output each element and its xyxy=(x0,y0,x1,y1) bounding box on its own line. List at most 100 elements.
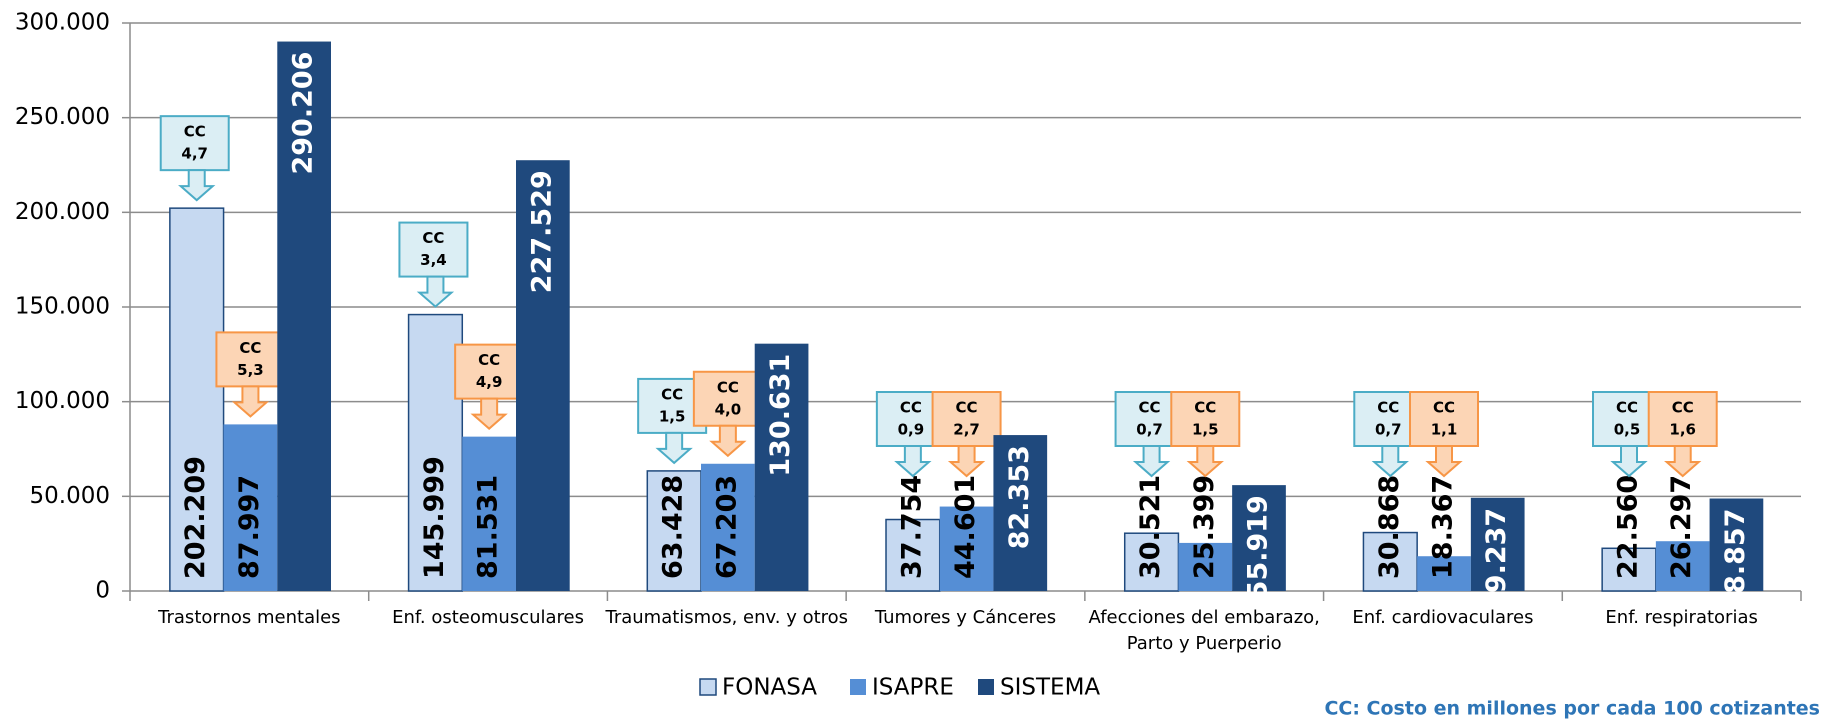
footnote: CC: Costo en millones por cada 100 cotiz… xyxy=(1324,698,1820,720)
callout-arrow xyxy=(1664,445,1702,478)
bar xyxy=(1178,542,1233,591)
callout-arrow xyxy=(1186,445,1224,478)
callout-arrow xyxy=(416,275,455,308)
legend: FONASA ISAPRE SISTEMA xyxy=(699,675,1100,701)
callout-label: 4,9 xyxy=(476,373,503,391)
value-label: 67.203 xyxy=(711,475,742,579)
value-label: 37.754 xyxy=(896,475,927,579)
callout-arrow xyxy=(470,397,508,430)
bar xyxy=(407,313,464,592)
callout-label: 4,0 xyxy=(715,400,742,418)
value-label: 22.560 xyxy=(1613,475,1644,579)
y-tick-label: 100.000 xyxy=(15,388,110,414)
callout-arrow xyxy=(894,445,932,478)
legend-label: SISTEMA xyxy=(1000,675,1100,701)
callout-title: CC xyxy=(1672,399,1694,417)
callout-label: 0,7 xyxy=(1375,421,1402,439)
value-label: 227.529 xyxy=(526,170,557,293)
callout-box xyxy=(1170,391,1241,447)
callout-box xyxy=(159,115,230,172)
callout: CC 1,1 xyxy=(1409,391,1480,478)
callout-label: 1,1 xyxy=(1431,421,1458,439)
callout-arrow xyxy=(655,431,693,465)
legend-label: ISAPRE xyxy=(872,675,954,701)
callout-arrow xyxy=(947,445,986,478)
value-label: 55.919 xyxy=(1242,495,1273,599)
callout-arrow xyxy=(1371,445,1409,478)
x-tick-label: Enf. cardiovaculares xyxy=(1352,607,1533,628)
callout-title: CC xyxy=(1139,399,1161,417)
value-label: 290.206 xyxy=(288,52,319,175)
value-label: 145.999 xyxy=(419,456,450,579)
bar xyxy=(1123,532,1180,592)
y-tick-label: 200.000 xyxy=(15,199,110,225)
callout-label: 1,5 xyxy=(659,407,686,425)
callout-box xyxy=(454,343,525,400)
x-tick-label: Enf. respiratorias xyxy=(1605,607,1757,628)
legend-swatch xyxy=(850,679,866,695)
x-tick-label: Enf. osteomusculares xyxy=(392,607,584,628)
callout-label: 0,7 xyxy=(1136,421,1163,439)
callout-label: 5,3 xyxy=(237,361,264,379)
value-label: 30.868 xyxy=(1374,475,1405,579)
callout-title: CC xyxy=(478,351,500,369)
callout: CC 1,6 xyxy=(1647,391,1718,478)
callout-title: CC xyxy=(422,229,444,247)
callout-arrow xyxy=(709,424,747,458)
callout-title: CC xyxy=(1377,399,1399,417)
callout-title: CC xyxy=(956,399,978,417)
callout-title: CC xyxy=(1616,399,1638,417)
value-label: 25.399 xyxy=(1189,475,1220,579)
callout-title: CC xyxy=(184,123,206,141)
callout-arrow xyxy=(1132,445,1171,478)
bar xyxy=(1655,541,1710,591)
bar xyxy=(277,41,331,591)
callout-arrow xyxy=(1610,445,1648,478)
value-label: 82.353 xyxy=(1004,445,1035,549)
callout-label: 1,6 xyxy=(1669,421,1696,439)
callout-box xyxy=(692,370,763,427)
bar xyxy=(1470,497,1525,591)
value-label: 87.997 xyxy=(234,475,265,579)
x-tick-label: Trastornos mentales xyxy=(157,607,340,628)
value-label: 30.521 xyxy=(1135,475,1166,579)
value-label: 81.531 xyxy=(473,475,504,579)
value-label: 130.631 xyxy=(765,354,796,477)
callout: CC 2,7 xyxy=(931,391,1002,478)
bar xyxy=(1417,556,1471,591)
bar xyxy=(1709,498,1764,591)
y-tick-label: 50.000 xyxy=(30,483,110,509)
callout-title: CC xyxy=(900,399,922,417)
callout-label: 4,7 xyxy=(181,145,208,163)
bar xyxy=(939,506,994,591)
callout-label: 0,9 xyxy=(898,421,925,439)
x-tick-label: Afecciones del embarazo, Parto y Puerperi… xyxy=(1089,607,1320,654)
y-tick-label: 150.000 xyxy=(15,294,110,320)
callout-label: 3,4 xyxy=(420,251,447,269)
bar xyxy=(701,463,755,591)
callout: CC 4,7 xyxy=(159,115,230,202)
bar xyxy=(1232,485,1286,591)
callout: CC 5,3 xyxy=(215,331,286,418)
bar xyxy=(993,435,1048,591)
callout-label: 1,5 xyxy=(1192,421,1219,439)
callout: CC 3,4 xyxy=(398,221,469,308)
legend-label: FONASA xyxy=(722,675,817,701)
bar xyxy=(223,424,278,591)
legend-swatch xyxy=(699,678,717,696)
bar xyxy=(516,160,570,591)
x-tick-label: Traumatismos, env. y otros xyxy=(604,607,848,628)
x-tick-label: Tumores y Cánceres xyxy=(874,607,1056,628)
value-label: 26.297 xyxy=(1666,475,1697,579)
callout-label: 2,7 xyxy=(953,421,980,439)
callout-title: CC xyxy=(239,339,261,357)
callout: CC 1,5 xyxy=(1170,391,1241,478)
value-label: 63.428 xyxy=(658,475,689,579)
callout-title: CC xyxy=(1433,399,1455,417)
legend-swatch xyxy=(978,679,994,695)
callout: CC 4,9 xyxy=(454,343,525,430)
y-tick-label: 0 xyxy=(95,578,110,604)
bar xyxy=(169,207,225,592)
callout-arrow xyxy=(1425,445,1463,478)
callout-label: 0,5 xyxy=(1614,421,1641,439)
